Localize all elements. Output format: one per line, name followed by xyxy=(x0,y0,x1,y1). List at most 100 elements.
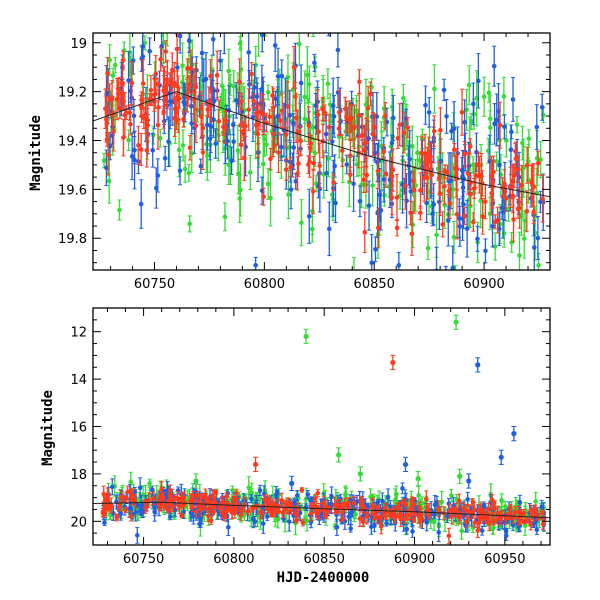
data-point xyxy=(249,71,254,77)
data-point xyxy=(434,268,439,270)
data-point xyxy=(247,170,253,175)
data-point xyxy=(126,137,131,143)
data-point xyxy=(467,144,473,149)
data-point xyxy=(348,172,353,177)
data-point xyxy=(291,145,296,150)
data-point xyxy=(408,210,413,216)
data-point xyxy=(160,22,165,27)
data-point xyxy=(511,217,516,222)
data-point xyxy=(103,117,109,122)
data-point xyxy=(383,171,389,177)
data-point xyxy=(389,140,395,146)
data-point xyxy=(522,523,528,528)
data-point xyxy=(307,81,312,87)
data-point xyxy=(326,156,331,161)
data-point xyxy=(285,74,291,80)
data-point xyxy=(105,152,111,157)
data-point xyxy=(533,499,538,504)
data-point xyxy=(216,118,222,124)
data-point xyxy=(253,4,258,9)
data-point xyxy=(157,135,163,141)
data-point xyxy=(369,260,374,266)
data-point xyxy=(153,185,159,191)
data-point xyxy=(180,143,186,148)
data-point xyxy=(375,210,380,216)
data-point xyxy=(447,201,453,206)
data-point xyxy=(423,102,428,108)
data-point xyxy=(454,166,460,172)
data-point xyxy=(483,199,488,204)
data-point xyxy=(501,93,507,99)
data-point xyxy=(122,112,128,118)
data-point xyxy=(104,121,110,126)
data-point xyxy=(404,526,410,532)
data-point xyxy=(326,226,332,232)
data-point xyxy=(508,147,514,153)
data-point xyxy=(317,163,323,169)
data-point xyxy=(128,479,134,485)
y-tick-label: 19.8 xyxy=(58,232,87,247)
data-point xyxy=(513,156,519,162)
data-point xyxy=(480,214,485,219)
data-point xyxy=(376,225,381,231)
data-point xyxy=(140,81,146,86)
data-point xyxy=(229,158,234,164)
data-point xyxy=(265,181,271,187)
data-point xyxy=(535,160,541,166)
data-point xyxy=(488,125,493,131)
data-point xyxy=(265,90,271,95)
data-point xyxy=(509,129,514,135)
data-point xyxy=(275,113,281,119)
data-point xyxy=(283,132,289,138)
data-point xyxy=(383,113,388,119)
data-point xyxy=(531,210,536,216)
data-point xyxy=(476,78,481,84)
data-point xyxy=(260,161,266,167)
data-point xyxy=(133,510,139,515)
data-point xyxy=(242,155,247,161)
data-point xyxy=(471,186,477,191)
data-point xyxy=(231,139,236,144)
data-point xyxy=(519,214,524,219)
data-point xyxy=(272,142,277,148)
data-point xyxy=(357,79,362,84)
data-point xyxy=(281,516,286,521)
data-point xyxy=(454,211,460,217)
data-point xyxy=(490,526,495,532)
data-point xyxy=(110,73,116,78)
data-point xyxy=(378,208,384,213)
data-point xyxy=(478,198,484,204)
data-point xyxy=(288,164,293,170)
data-point xyxy=(311,160,317,166)
data-point xyxy=(208,73,213,79)
data-point xyxy=(322,110,328,116)
data-point xyxy=(440,222,445,227)
data-point xyxy=(351,181,356,187)
data-point xyxy=(459,109,465,115)
data-point xyxy=(344,162,350,167)
data-point xyxy=(252,85,257,90)
data-point xyxy=(156,105,161,110)
data-point xyxy=(132,147,137,153)
y-tick-label: 19.6 xyxy=(58,183,87,198)
data-point xyxy=(441,87,447,93)
data-point xyxy=(365,105,371,111)
data-point xyxy=(310,208,315,214)
data-point xyxy=(187,145,193,151)
data-point xyxy=(304,72,310,78)
data-point xyxy=(297,41,302,47)
data-point xyxy=(150,147,156,153)
data-point xyxy=(186,170,192,176)
data-point xyxy=(211,117,216,123)
data-point xyxy=(416,493,421,498)
data-point xyxy=(363,140,369,145)
data-point xyxy=(181,116,186,122)
data-point xyxy=(117,105,123,111)
data-point xyxy=(248,490,254,495)
data-point xyxy=(253,262,258,268)
data-point xyxy=(445,218,451,223)
data-point xyxy=(531,245,537,250)
data-point xyxy=(112,62,118,68)
data-point xyxy=(354,108,360,113)
data-point xyxy=(316,129,321,135)
